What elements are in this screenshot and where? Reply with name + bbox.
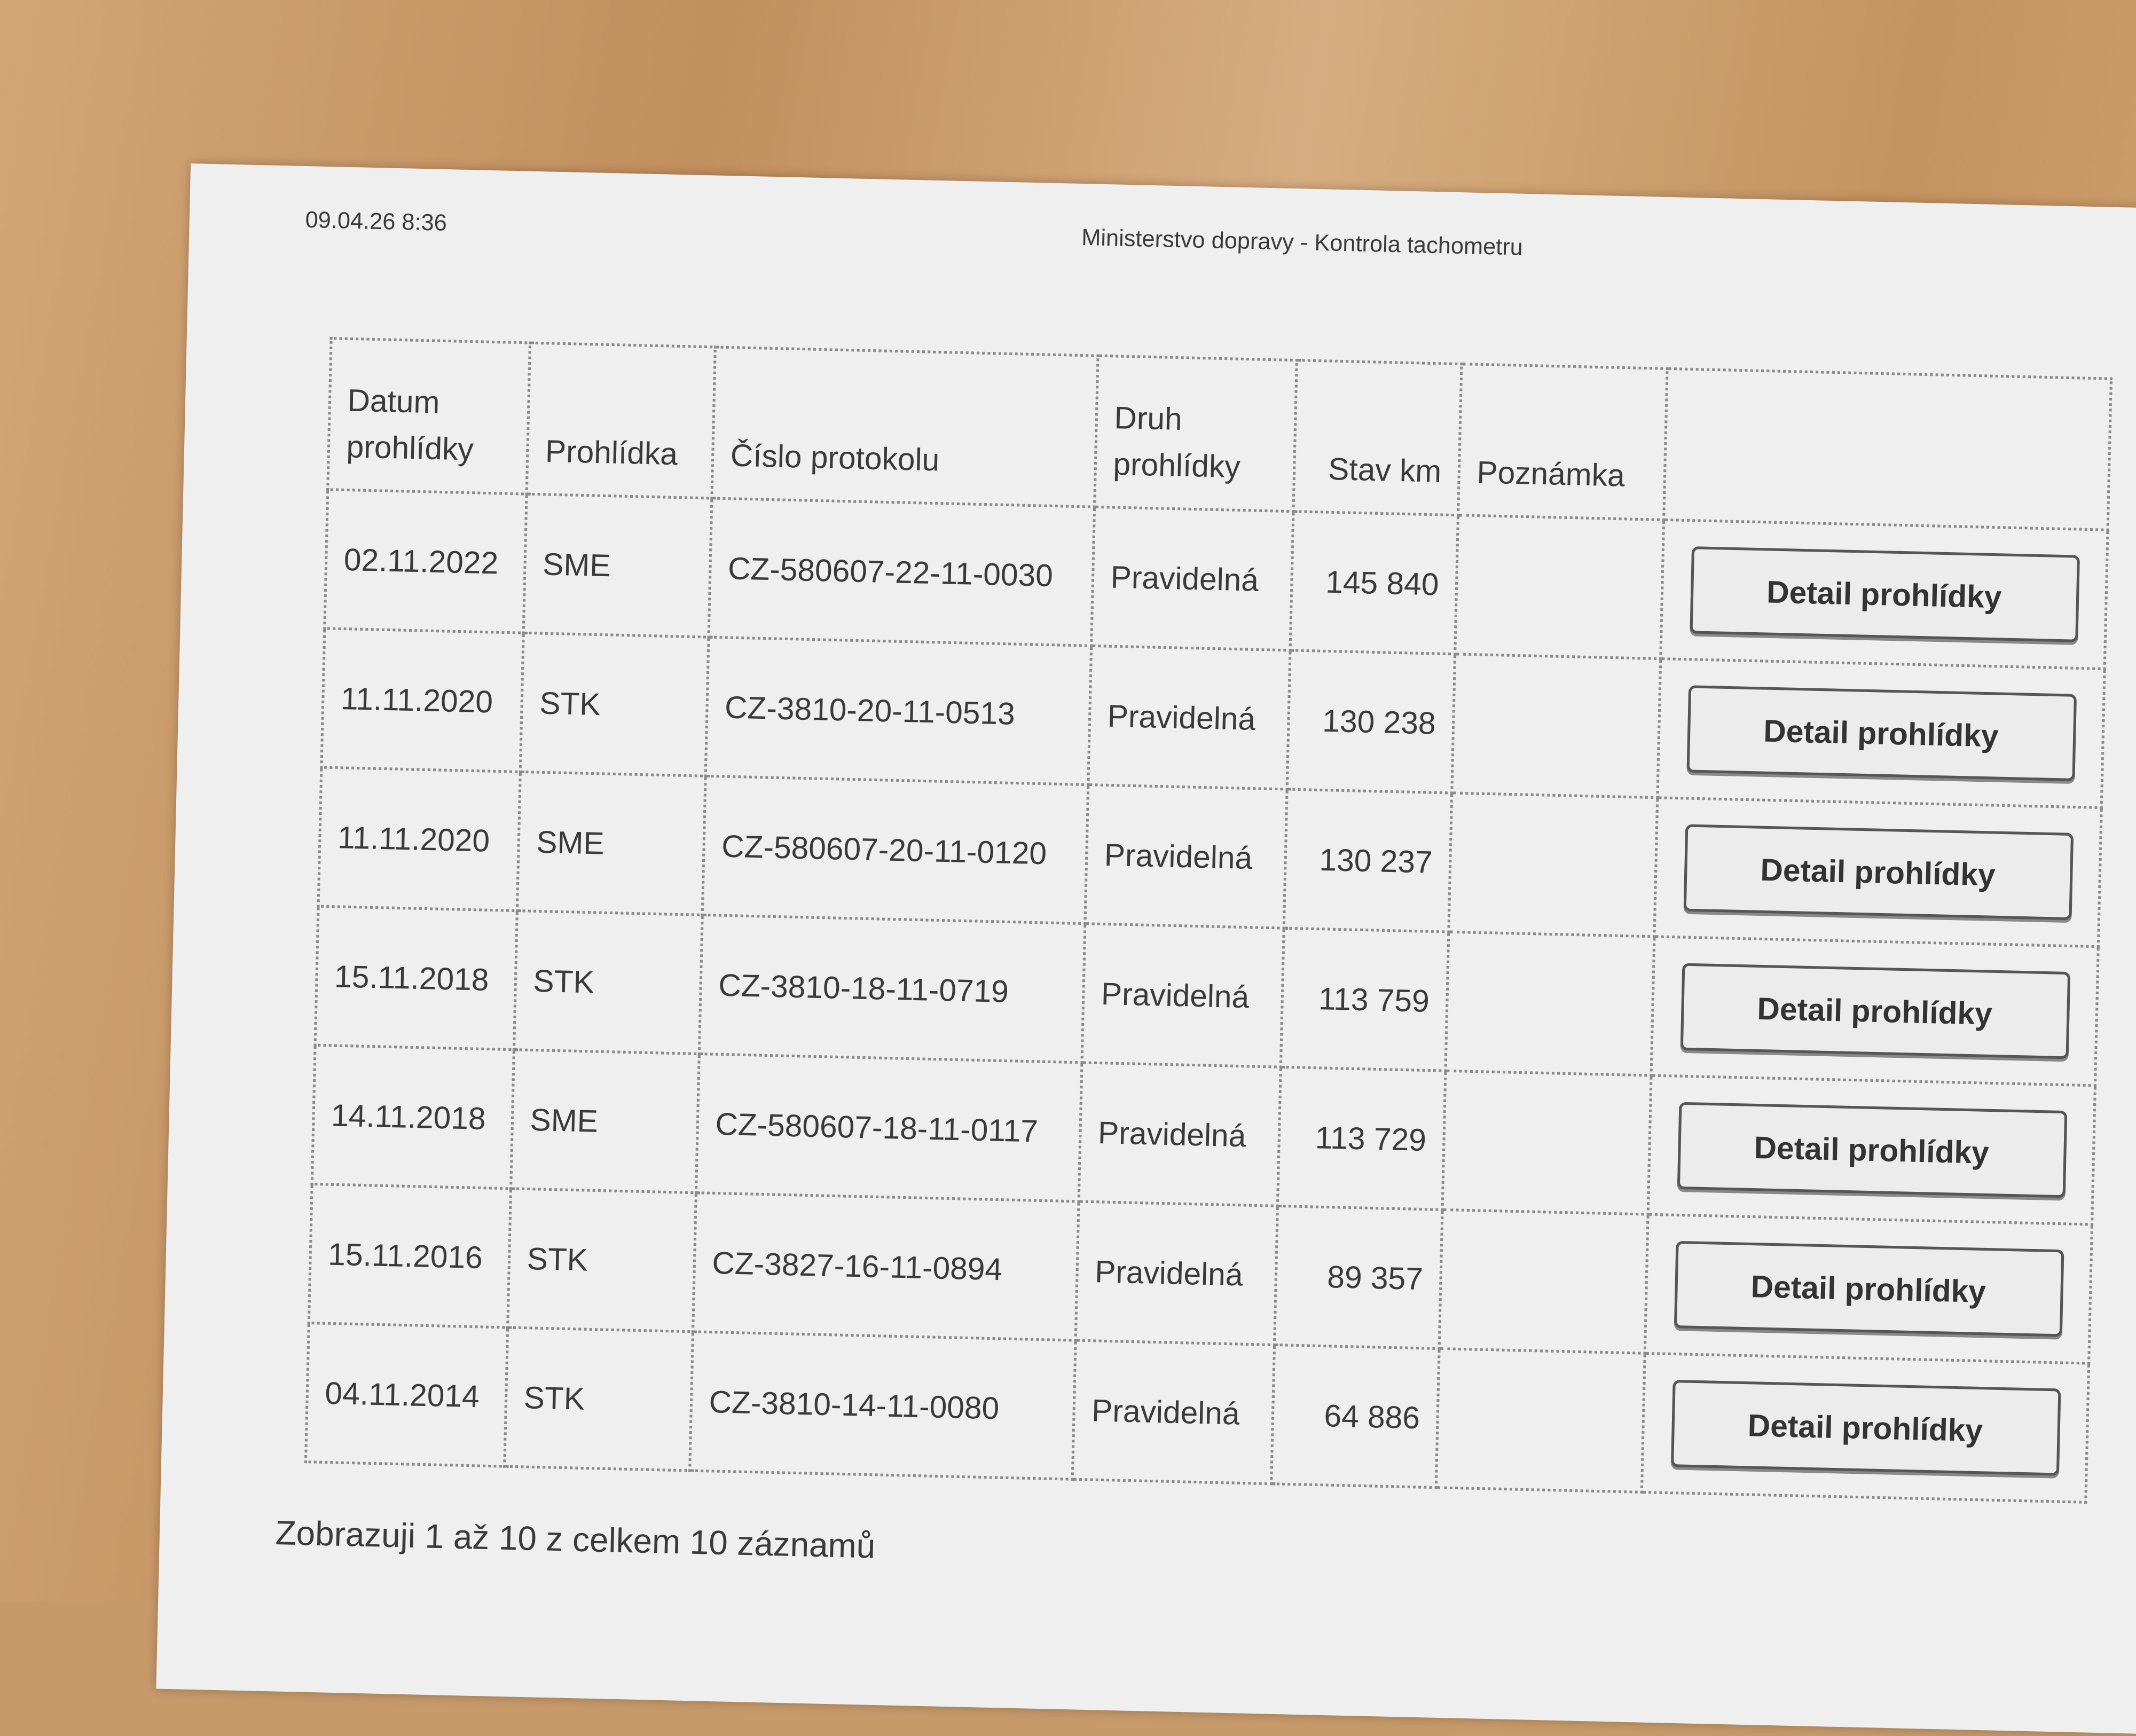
cell-km: 130 237 <box>1284 789 1452 932</box>
cell-action: Detail prohlídky <box>1645 1214 2092 1364</box>
cell-action: Detail prohlídky <box>1651 936 2099 1086</box>
cell-note <box>1448 792 1658 937</box>
cell-protocol: CZ-3810-18-11-0719 <box>699 915 1085 1063</box>
printed-page: 09.04.26 8:36 Ministerstvo dopravy - Kon… <box>156 163 2136 1736</box>
cell-km: 64 886 <box>1271 1345 1440 1488</box>
cell-note <box>1436 1348 1645 1493</box>
cell-action: Detail prohlídky <box>1642 1353 2089 1503</box>
cell-date: 11.11.2020 <box>321 628 524 772</box>
cell-kind: Pravidelná <box>1085 784 1287 929</box>
cell-type: STK <box>504 1327 693 1471</box>
detail-button[interactable]: Detail prohlídky <box>1689 546 2079 642</box>
col-protocol: Číslo protokolu <box>711 347 1098 507</box>
detail-button[interactable]: Detail prohlídky <box>1676 1102 2067 1198</box>
col-date: Datum prohlídky <box>327 338 530 494</box>
cell-type: STK <box>514 910 703 1054</box>
cell-protocol: CZ-3827-16-11-0894 <box>693 1192 1079 1341</box>
cell-action: Detail prohlídky <box>1654 797 2102 947</box>
cell-protocol: CZ-3810-20-11-0513 <box>705 637 1091 785</box>
cell-date: 11.11.2020 <box>318 767 521 911</box>
cell-note <box>1455 515 1664 659</box>
cell-type: SME <box>511 1049 700 1193</box>
cell-action: Detail prohlídky <box>1648 1075 2095 1225</box>
col-note: Poznámka <box>1458 364 1668 520</box>
inspection-table: Datum prohlídky Prohlídka Číslo protokol… <box>304 337 2113 1504</box>
detail-button[interactable]: Detail prohlídky <box>1686 685 2076 781</box>
cell-km: 113 729 <box>1277 1067 1446 1210</box>
cell-date: 15.11.2016 <box>309 1184 511 1327</box>
cell-date: 15.11.2018 <box>315 906 517 1050</box>
cell-kind: Pravidelná <box>1075 1201 1278 1345</box>
cell-action: Detail prohlídky <box>1657 658 2105 808</box>
cell-date: 04.11.2014 <box>305 1323 508 1467</box>
cell-km: 130 238 <box>1287 650 1455 793</box>
detail-button[interactable]: Detail prohlídky <box>1679 963 2070 1059</box>
cell-action: Detail prohlídky <box>1660 520 2108 669</box>
cell-protocol: CZ-580607-18-11-0117 <box>696 1054 1082 1201</box>
cell-type: SME <box>523 494 712 638</box>
cell-date: 02.11.2022 <box>324 489 527 633</box>
cell-note <box>1445 932 1654 1076</box>
cell-note <box>1442 1071 1652 1215</box>
col-type: Prohlídka <box>527 343 716 499</box>
detail-button[interactable]: Detail prohlídky <box>1683 824 2073 921</box>
page-title: Ministerstvo dopravy - Kontrola tachomet… <box>1081 224 1524 261</box>
cell-protocol: CZ-580607-22-11-0030 <box>709 498 1095 646</box>
cell-kind: Pravidelná <box>1072 1340 1275 1484</box>
detail-button[interactable]: Detail prohlídky <box>1670 1379 2061 1476</box>
cell-type: SME <box>517 772 706 915</box>
cell-km: 89 357 <box>1274 1206 1443 1349</box>
detail-button[interactable]: Detail prohlídky <box>1673 1240 2064 1337</box>
cell-protocol: CZ-580607-20-11-0120 <box>702 776 1088 924</box>
cell-kind: Pravidelná <box>1079 1062 1281 1206</box>
cell-kind: Pravidelná <box>1088 646 1291 789</box>
col-kind: Druh prohlídky <box>1094 356 1297 512</box>
cell-note <box>1451 654 1661 798</box>
col-km: Stav km <box>1293 360 1462 515</box>
cell-km: 113 759 <box>1281 928 1449 1071</box>
col-action <box>1663 368 2111 530</box>
cell-date: 14.11.2018 <box>312 1045 514 1189</box>
cell-kind: Pravidelná <box>1091 507 1293 650</box>
cell-type: STK <box>520 633 709 776</box>
cell-note <box>1439 1209 1648 1354</box>
records-summary: Zobrazuji 1 až 10 z celkem 10 záznamů <box>275 1514 876 1566</box>
cell-km: 145 840 <box>1290 511 1458 654</box>
cell-protocol: CZ-3810-14-11-0080 <box>689 1331 1076 1480</box>
cell-kind: Pravidelná <box>1081 923 1284 1067</box>
print-datetime: 09.04.26 8:36 <box>305 207 447 237</box>
cell-type: STK <box>507 1188 696 1332</box>
